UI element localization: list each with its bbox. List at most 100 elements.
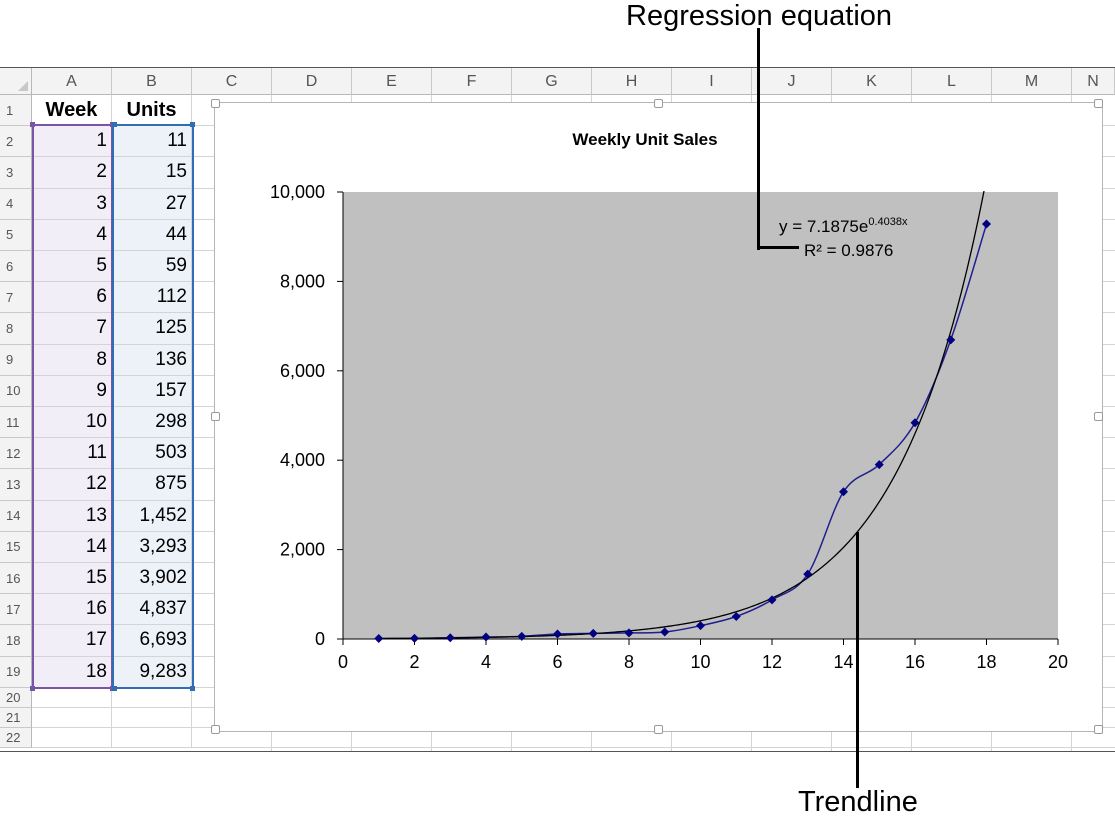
column-header-h[interactable]: H: [592, 68, 672, 95]
cell-week-value[interactable]: 13: [32, 500, 112, 532]
column-header-l[interactable]: L: [912, 68, 992, 95]
cell-a1-week-header[interactable]: Week: [32, 95, 112, 127]
column-header-a[interactable]: A: [32, 68, 112, 95]
cell-units-value[interactable]: 125: [112, 313, 192, 345]
row-header-17[interactable]: 17: [0, 594, 32, 626]
row-header-3[interactable]: 3: [0, 157, 32, 189]
cell-empty[interactable]: [32, 687, 112, 708]
cell-empty[interactable]: [32, 707, 112, 728]
data-point-marker[interactable]: [839, 487, 848, 497]
cell-units-value[interactable]: 59: [112, 251, 192, 283]
selection-handle[interactable]: [30, 685, 35, 691]
row-header-14[interactable]: 14: [0, 500, 32, 532]
row-header-6[interactable]: 6: [0, 251, 32, 283]
cell-units-value[interactable]: 136: [112, 344, 192, 376]
row-header-8[interactable]: 8: [0, 313, 32, 345]
cell-week-value[interactable]: 9: [32, 375, 112, 407]
row-header-18[interactable]: 18: [0, 625, 32, 657]
cell-week-value[interactable]: 18: [32, 656, 112, 688]
data-point-marker[interactable]: [481, 632, 491, 642]
data-point-marker[interactable]: [982, 219, 991, 229]
cell-units-value[interactable]: 44: [112, 219, 192, 251]
cell-units-value[interactable]: 3,293: [112, 531, 192, 563]
cell-units-value[interactable]: 157: [112, 375, 192, 407]
data-point-marker[interactable]: [803, 569, 813, 579]
row-header-12[interactable]: 12: [0, 438, 32, 470]
cell-week-value[interactable]: 3: [32, 188, 112, 220]
cell-units-value[interactable]: 27: [112, 188, 192, 220]
data-point-marker[interactable]: [374, 634, 384, 644]
row-header-10[interactable]: 10: [0, 375, 32, 407]
cell-week-value[interactable]: 10: [32, 407, 112, 439]
data-point-marker[interactable]: [445, 633, 455, 643]
data-point-marker[interactable]: [946, 335, 956, 345]
cell-units-value[interactable]: 1,452: [112, 500, 192, 532]
cell-units-value[interactable]: 4,837: [112, 594, 192, 626]
cell-units-value[interactable]: 875: [112, 469, 192, 501]
chart-resize-handle[interactable]: [654, 99, 663, 108]
cell-week-value[interactable]: 15: [32, 563, 112, 595]
selection-handle[interactable]: [112, 685, 117, 691]
cell-units-value[interactable]: 6,693: [112, 625, 192, 657]
cell-week-value[interactable]: 16: [32, 594, 112, 626]
column-header-j[interactable]: J: [752, 68, 832, 95]
selection-handle[interactable]: [190, 685, 195, 691]
cell-units-value[interactable]: 112: [112, 282, 192, 314]
row-header-1[interactable]: 1: [0, 95, 32, 127]
cell-units-value[interactable]: 3,902: [112, 563, 192, 595]
column-header-i[interactable]: I: [672, 68, 752, 95]
cell-week-value[interactable]: 14: [32, 531, 112, 563]
data-point-marker[interactable]: [588, 628, 598, 638]
data-point-marker[interactable]: [767, 595, 777, 605]
chart-resize-handle[interactable]: [1094, 725, 1103, 734]
chart-resize-handle[interactable]: [211, 412, 220, 421]
row-header-11[interactable]: 11: [0, 407, 32, 439]
row-header-5[interactable]: 5: [0, 219, 32, 251]
cell-week-value[interactable]: 17: [32, 625, 112, 657]
row-header-2[interactable]: 2: [0, 126, 32, 158]
r-squared-label[interactable]: R² = 0.9876: [804, 241, 893, 260]
data-point-marker[interactable]: [731, 612, 741, 622]
cell-empty[interactable]: [32, 727, 112, 748]
chart-resize-handle[interactable]: [654, 725, 663, 734]
column-header-n[interactable]: N: [1072, 68, 1115, 95]
selection-handle[interactable]: [112, 122, 117, 128]
column-header-f[interactable]: F: [432, 68, 512, 95]
row-header-20[interactable]: 20: [0, 687, 32, 708]
chart-resize-handle[interactable]: [1094, 99, 1103, 108]
data-point-marker[interactable]: [410, 633, 419, 643]
cell-units-value[interactable]: 9,283: [112, 656, 192, 688]
column-header-e[interactable]: E: [352, 68, 432, 95]
cell-units-value[interactable]: 298: [112, 407, 192, 439]
plot-area[interactable]: [343, 192, 1058, 639]
column-header-d[interactable]: D: [272, 68, 352, 95]
spreadsheet-grid[interactable]: A B C D E F G H I J K L M N 1 2 3 4 5 6 7 8 9 10 11 12 13 14 15 16 17 1…: [0, 67, 1115, 752]
row-header-21[interactable]: 21: [0, 707, 32, 728]
column-header-g[interactable]: G: [512, 68, 592, 95]
chart-resize-handle[interactable]: [1094, 412, 1103, 421]
row-header-9[interactable]: 9: [0, 344, 32, 376]
data-point-marker[interactable]: [553, 629, 562, 639]
cell-empty[interactable]: [112, 727, 192, 748]
selection-handle[interactable]: [30, 122, 35, 128]
cell-week-value[interactable]: 1: [32, 126, 112, 158]
data-point-marker[interactable]: [696, 621, 705, 631]
cell-week-value[interactable]: 11: [32, 438, 112, 470]
column-header-k[interactable]: K: [832, 68, 912, 95]
row-header-4[interactable]: 4: [0, 188, 32, 220]
chart-object[interactable]: Weekly Unit Sales 0 2,000 4,000 6,000 8,000 10…: [211, 99, 1103, 734]
data-point-marker[interactable]: [517, 631, 527, 641]
column-header-c[interactable]: C: [192, 68, 272, 95]
cell-units-value[interactable]: 15: [112, 157, 192, 189]
row-header-7[interactable]: 7: [0, 282, 32, 314]
cell-empty[interactable]: [112, 687, 192, 708]
row-header-22[interactable]: 22: [0, 727, 32, 748]
chart-resize-handle[interactable]: [211, 99, 220, 108]
row-header-16[interactable]: 16: [0, 563, 32, 595]
data-point-marker[interactable]: [874, 460, 884, 470]
cell-week-value[interactable]: 6: [32, 282, 112, 314]
cell-week-value[interactable]: 5: [32, 251, 112, 283]
selection-handle[interactable]: [190, 122, 195, 128]
column-header-m[interactable]: M: [992, 68, 1072, 95]
cell-units-value[interactable]: 503: [112, 438, 192, 470]
